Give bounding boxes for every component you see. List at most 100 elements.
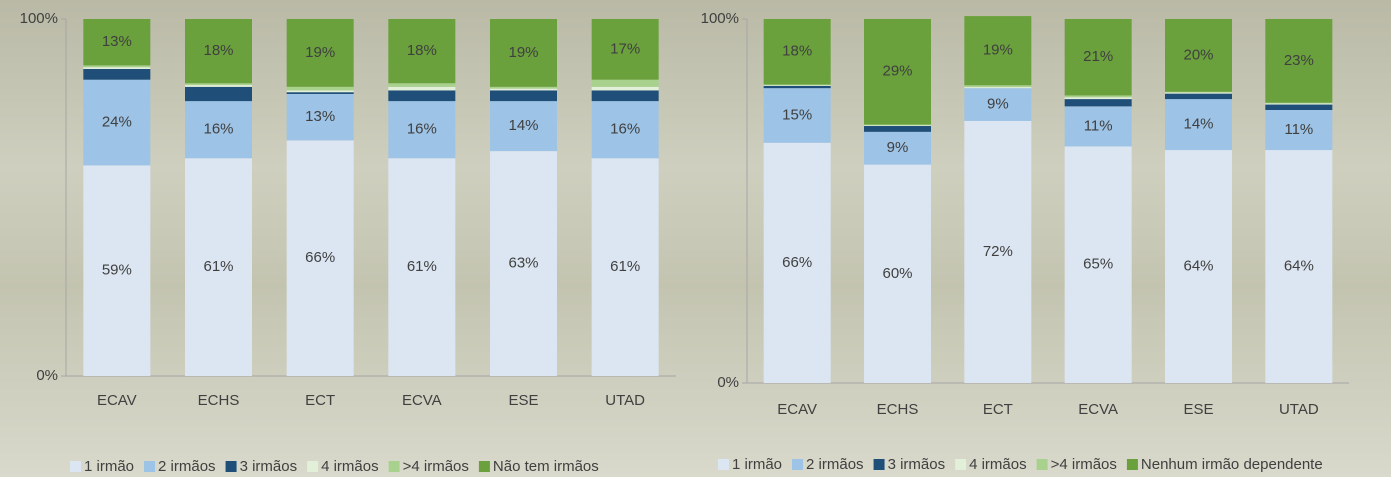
- data-label: 66%: [782, 254, 812, 271]
- data-label: 16%: [407, 121, 437, 138]
- legend-swatch: [307, 461, 318, 472]
- x-tick-label: ECHS: [877, 401, 919, 418]
- legend-label: 1 irmão: [84, 458, 134, 475]
- data-label: 17%: [610, 40, 640, 57]
- x-tick-label: ECAV: [97, 392, 137, 409]
- data-label: 64%: [1183, 257, 1213, 274]
- legend-label: 3 irmãos: [240, 458, 298, 475]
- data-label: 60%: [882, 265, 912, 282]
- x-tick-label: ECAV: [777, 401, 817, 418]
- bar-segment: [864, 126, 931, 132]
- data-label: 13%: [305, 108, 335, 125]
- bar-segment: [185, 87, 252, 101]
- data-label: 29%: [882, 63, 912, 80]
- data-label: 59%: [102, 262, 132, 279]
- data-label: 16%: [610, 121, 640, 138]
- bar-segment: [490, 87, 557, 89]
- bar-segment: [83, 67, 150, 69]
- bar-segment: [1265, 103, 1332, 104]
- data-label: 72%: [983, 243, 1013, 260]
- legend-label: Não tem irmãos: [493, 458, 599, 475]
- bar-segment: [592, 90, 659, 101]
- legend-label: 2 irmãos: [158, 458, 216, 475]
- data-label: 61%: [203, 258, 233, 275]
- legend-swatch: [1037, 459, 1048, 470]
- data-label: 14%: [1183, 116, 1213, 133]
- x-tick-label: ECT: [983, 401, 1013, 418]
- legend-label: 1 irmão: [732, 456, 782, 473]
- bar-segment: [964, 85, 1031, 87]
- data-label: 18%: [782, 43, 812, 60]
- chart: 0% 100% ECAV 59% 24% 13% ECHS 61% 16% 18% ECT 66% 13…: [0, 0, 1391, 477]
- bar-segment: [592, 87, 659, 91]
- data-label: 11%: [1284, 121, 1313, 138]
- legend-label: Nenhum irmão dependente: [1141, 456, 1323, 473]
- bar-segment: [1165, 92, 1232, 93]
- bar-segment: [764, 86, 831, 88]
- bar-segment: [1165, 93, 1232, 94]
- bar-segment: [764, 85, 831, 86]
- bar-segment: [1165, 94, 1232, 99]
- data-label: 19%: [305, 44, 335, 61]
- legend-swatch: [389, 461, 400, 472]
- data-label: 18%: [203, 42, 233, 59]
- legend-label: 2 irmãos: [806, 456, 864, 473]
- y-tick-label: 100%: [20, 10, 58, 27]
- data-label: 16%: [203, 121, 233, 138]
- bar-segment: [287, 92, 354, 94]
- bar-segment: [1065, 97, 1132, 99]
- x-tick-label: ECHS: [198, 392, 240, 409]
- x-tick-label: UTAD: [605, 392, 645, 409]
- bar-segment: [764, 85, 831, 86]
- data-label: 24%: [102, 113, 132, 130]
- data-label: 14%: [508, 117, 538, 134]
- data-label: 15%: [782, 106, 812, 123]
- x-tick-label: ECVA: [402, 392, 442, 409]
- data-label: 66%: [305, 249, 335, 266]
- bar-segment: [83, 65, 150, 67]
- bar-segment: [864, 125, 931, 126]
- legend-swatch: [226, 461, 237, 472]
- data-label: 9%: [987, 96, 1009, 113]
- x-tick-label: ECVA: [1078, 401, 1118, 418]
- y-tick-label: 0%: [717, 374, 739, 391]
- legend-swatch: [792, 459, 803, 470]
- data-label: 9%: [887, 139, 909, 156]
- bar-segment: [964, 87, 1031, 88]
- data-label: 18%: [407, 42, 437, 59]
- legend-swatch: [955, 459, 966, 470]
- data-label: 19%: [508, 44, 538, 61]
- legend-label: >4 irmãos: [1051, 456, 1117, 473]
- legend-swatch: [1127, 459, 1138, 470]
- data-label: 21%: [1083, 48, 1113, 65]
- bar-segment: [83, 69, 150, 80]
- legend-label: 4 irmãos: [969, 456, 1027, 473]
- bar-segment: [388, 83, 455, 87]
- x-tick-label: UTAD: [1279, 401, 1319, 418]
- bar-segment: [1265, 103, 1332, 104]
- bar-segment: [864, 125, 931, 126]
- data-label: 20%: [1183, 46, 1213, 63]
- bar-segment: [490, 89, 557, 91]
- x-tick-label: ESE: [1183, 401, 1213, 418]
- legend-label: 4 irmãos: [321, 458, 379, 475]
- bar-segment: [287, 90, 354, 92]
- bar-segment: [388, 87, 455, 91]
- data-label: 63%: [508, 255, 538, 272]
- x-tick-label: ECT: [305, 392, 335, 409]
- bar-segment: [1065, 99, 1132, 106]
- legend-swatch: [144, 461, 155, 472]
- y-tick-label: 0%: [36, 367, 58, 384]
- data-label: 65%: [1083, 256, 1113, 273]
- data-label: 11%: [1084, 117, 1113, 134]
- bar-segment: [388, 90, 455, 101]
- legend-swatch: [874, 459, 885, 470]
- data-label: 13%: [102, 33, 132, 50]
- data-label: 64%: [1284, 257, 1314, 274]
- bar-segment: [1065, 95, 1132, 97]
- data-label: 19%: [983, 42, 1013, 59]
- bar-segment: [185, 83, 252, 85]
- data-label: 61%: [610, 258, 640, 275]
- x-tick-label: ESE: [508, 392, 538, 409]
- legend-swatch: [718, 459, 729, 470]
